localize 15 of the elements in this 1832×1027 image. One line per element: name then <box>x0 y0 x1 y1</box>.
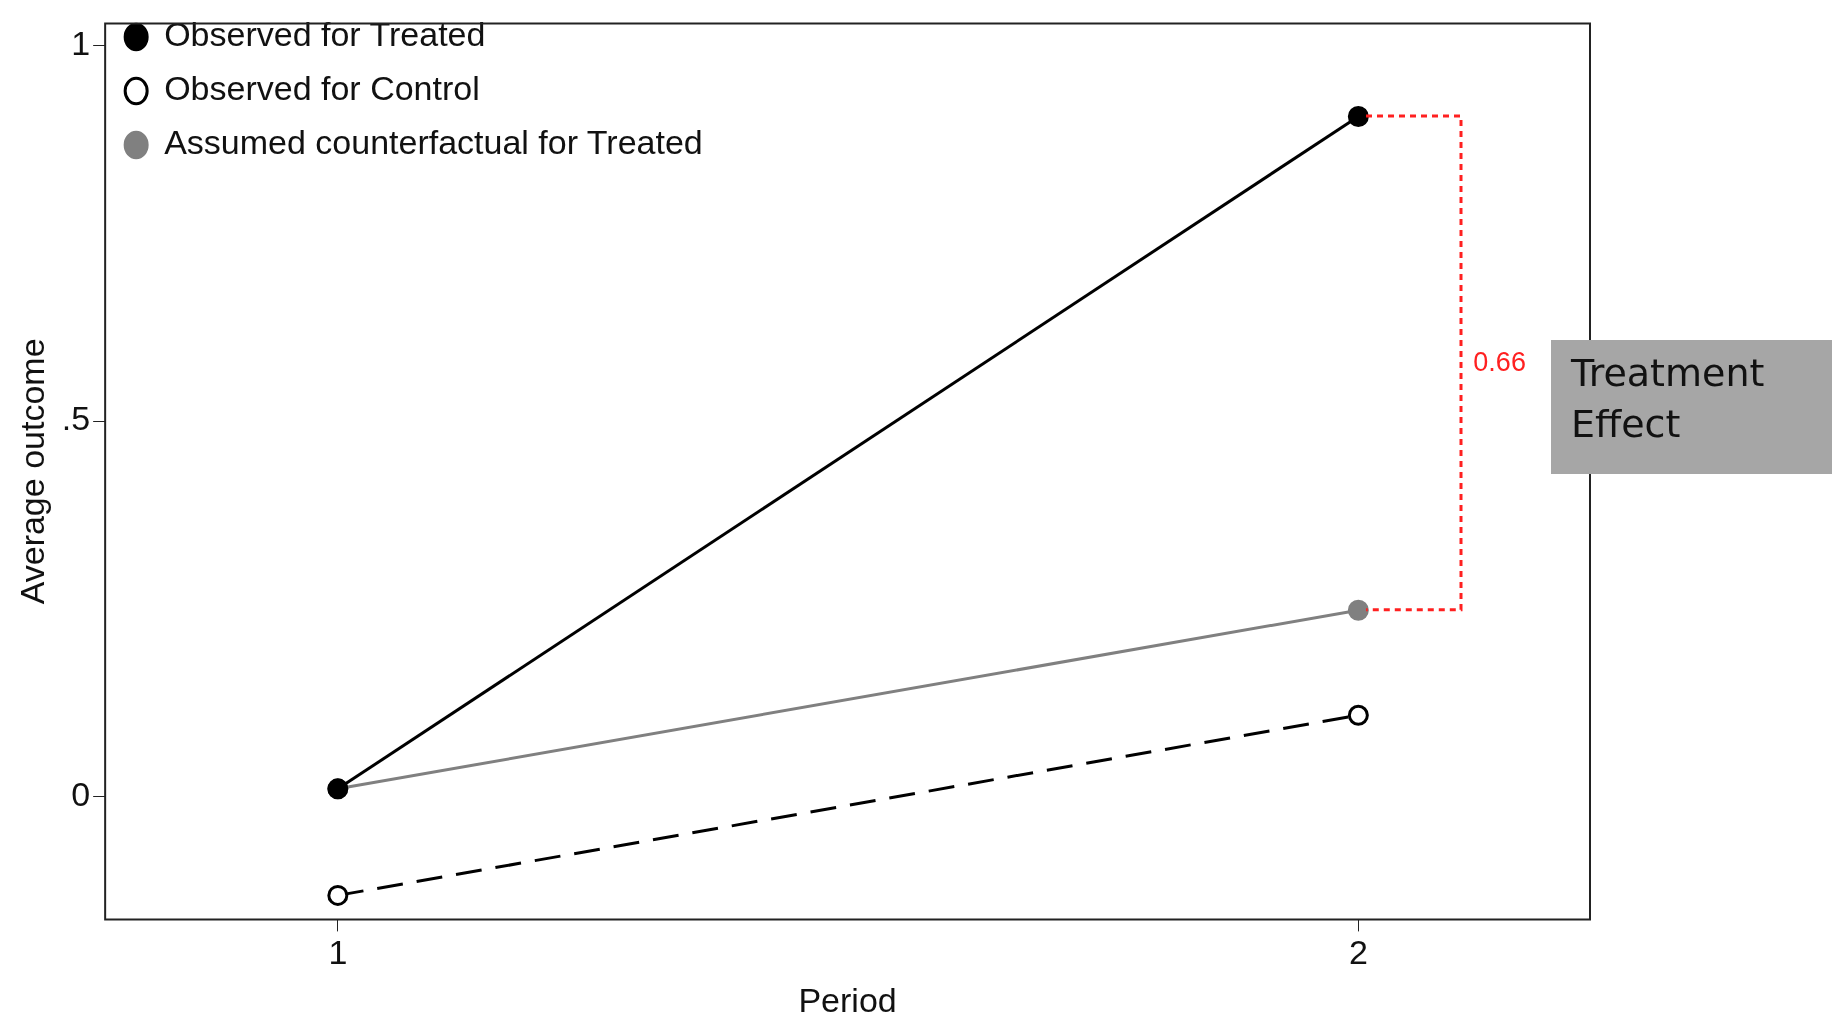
legend-label: Observed for Treated <box>164 15 486 54</box>
legend-label: Observed for Control <box>164 69 480 108</box>
y-tick-label: 1 <box>71 24 91 63</box>
y-tick-label: .5 <box>61 399 91 438</box>
annotation: 0.66 <box>1473 347 1526 379</box>
y-axis-title: Average outcome <box>12 338 51 605</box>
y-tick-label: 0 <box>71 774 91 813</box>
x-axis-title: Period <box>798 980 897 1019</box>
point <box>327 884 349 906</box>
point <box>1347 105 1369 127</box>
point <box>1347 704 1369 726</box>
annotation: Treatment Effect <box>1551 340 1832 474</box>
point <box>1347 599 1369 621</box>
x-tick-label: 2 <box>1348 933 1368 972</box>
legend-label: Assumed counterfactual for Treated <box>164 123 703 162</box>
